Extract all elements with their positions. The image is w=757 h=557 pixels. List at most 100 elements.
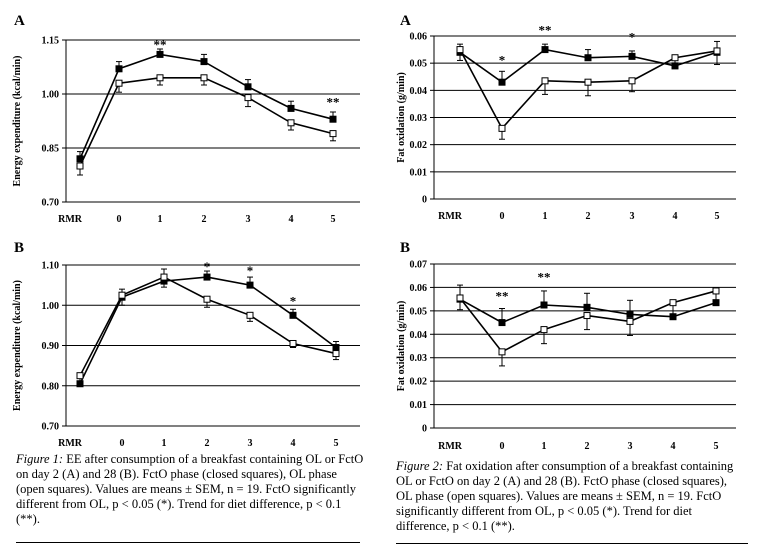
filled-square-marker <box>498 319 506 327</box>
y-axis-label: Fat oxidation (g/min) <box>396 72 407 163</box>
y-axis-label: Fat oxidation (g/min) <box>396 301 407 392</box>
open-square-marker <box>76 372 84 380</box>
filled-square-marker <box>244 83 252 91</box>
x-tick-label: 4 <box>671 441 676 452</box>
y-tick-label: 0.06 <box>410 32 428 43</box>
filled-square-marker <box>626 310 634 318</box>
panel-label: A <box>400 13 411 29</box>
x-tick-label: 3 <box>630 211 635 222</box>
y-tick-label: 0.02 <box>410 140 428 151</box>
open-square-marker <box>246 311 254 319</box>
open-square-marker <box>628 77 636 85</box>
x-tick-label: RMR <box>438 441 463 452</box>
y-tick-label: 0.07 <box>410 260 428 271</box>
x-tick-label: RMR <box>58 214 83 225</box>
chart-fig2-panel-b: B 0 0.01 0.02 0.03 0.04 0.05 0.06 0.07 Fat oxidat… <box>396 240 736 452</box>
filled-square-marker <box>583 303 591 311</box>
y-tick-label: 0.02 <box>410 377 428 388</box>
y-tick-label: 0.70 <box>42 198 60 209</box>
open-square-marker <box>626 317 634 325</box>
x-tick-label: 5 <box>715 211 720 222</box>
filled-square-marker <box>287 104 295 112</box>
open-square-marker <box>541 77 549 85</box>
figure-1-caption: Figure 1: EE after consumption of a brea… <box>16 452 364 527</box>
y-tick-label: 0.03 <box>410 353 428 364</box>
x-tick-label: 0 <box>500 211 505 222</box>
open-square-marker <box>671 54 679 62</box>
x-tick-label: 5 <box>331 214 336 225</box>
figure-2-caption-rule <box>396 543 748 544</box>
filled-square-marker <box>584 54 592 62</box>
x-tick-label: 0 <box>120 438 125 449</box>
y-tick-label: 0.03 <box>410 113 428 124</box>
figure-2-caption: Figure 2: Fat oxidation after consumptio… <box>396 459 746 534</box>
y-tick-label: 0.06 <box>410 283 428 294</box>
significance-marker: * <box>204 259 211 274</box>
y-tick-label: 0.85 <box>42 144 60 155</box>
series-line-fcto <box>79 276 337 385</box>
filled-square-marker <box>200 58 208 66</box>
x-tick-label: 2 <box>585 441 590 452</box>
series-line-ol <box>79 77 334 167</box>
x-tick-label: 5 <box>334 438 339 449</box>
filled-square-marker <box>628 52 636 60</box>
chart-fig2-panel-a: A 0 0.01 0.02 0.03 0.04 0.05 0.06 Fat oxidation … <box>396 13 736 222</box>
figure-1-caption-label: Figure 1: <box>16 452 64 466</box>
y-axis-label: Energy expenditure (kcal/min) <box>12 280 23 411</box>
open-square-marker <box>713 47 721 55</box>
filled-square-marker <box>203 273 211 281</box>
panel-label: B <box>400 240 410 256</box>
x-tick-label: 1 <box>543 211 548 222</box>
open-square-marker <box>456 46 464 54</box>
open-square-marker <box>456 294 464 302</box>
filled-square-marker <box>246 281 254 289</box>
open-square-marker <box>76 162 84 170</box>
open-square-marker <box>200 74 208 82</box>
y-tick-label: 0 <box>422 195 427 206</box>
open-square-marker <box>203 295 211 303</box>
y-tick-label: 0 <box>422 424 427 435</box>
y-axis-label: Energy expenditure (kcal/min) <box>12 56 23 187</box>
x-tick-label: RMR <box>438 211 463 222</box>
y-tick-label: 0.05 <box>410 59 428 70</box>
significance-marker: * <box>290 293 297 308</box>
x-tick-label: 1 <box>542 441 547 452</box>
open-square-marker <box>160 273 168 281</box>
significance-marker: ** <box>539 23 552 38</box>
x-tick-label: RMR <box>58 438 83 449</box>
filled-square-marker <box>156 50 164 58</box>
filled-square-marker <box>541 46 549 54</box>
figure-1-caption-text: EE after consumption of a breakfast cont… <box>16 452 364 526</box>
open-square-marker <box>244 94 252 102</box>
open-square-marker <box>118 291 126 299</box>
y-tick-label: 1.00 <box>42 90 60 101</box>
filled-square-marker <box>498 78 506 86</box>
significance-marker: * <box>247 263 254 278</box>
x-tick-label: 2 <box>202 214 207 225</box>
open-square-marker <box>287 119 295 127</box>
y-tick-label: 0.01 <box>410 167 428 178</box>
x-tick-label: 3 <box>628 441 633 452</box>
open-square-marker <box>498 124 506 132</box>
x-tick-label: 2 <box>205 438 210 449</box>
y-tick-label: 0.70 <box>42 422 60 433</box>
filled-square-marker <box>115 65 123 73</box>
chart-fig1-panel-b: B 0.70 0.80 0.90 1.00 1.10 Energy expenditure … <box>12 240 360 449</box>
open-square-marker <box>115 79 123 87</box>
figure-1-caption-rule <box>16 542 360 543</box>
y-tick-label: 0.04 <box>410 330 428 341</box>
open-square-marker <box>712 287 720 295</box>
x-tick-label: 1 <box>162 438 167 449</box>
y-tick-label: 1.00 <box>42 301 60 312</box>
open-square-marker <box>332 350 340 358</box>
figure-2-caption-text: Fat oxidation after consumption of a bre… <box>396 459 734 533</box>
x-tick-label: 1 <box>158 214 163 225</box>
filled-square-marker <box>540 301 548 309</box>
panel-label: A <box>14 13 25 29</box>
x-tick-label: 0 <box>117 214 122 225</box>
x-tick-label: 2 <box>586 211 591 222</box>
x-tick-label: 3 <box>246 214 251 225</box>
y-tick-label: 1.15 <box>42 36 60 47</box>
series-line-ol <box>79 276 337 377</box>
x-tick-label: 5 <box>714 441 719 452</box>
